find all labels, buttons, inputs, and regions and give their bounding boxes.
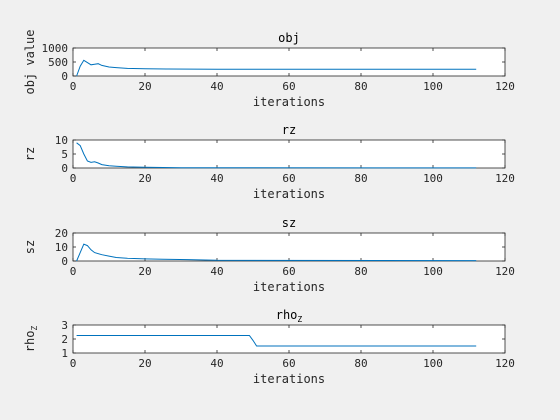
x-tick-label: 120 (495, 265, 515, 278)
x-tick-label: 0 (70, 265, 77, 278)
x-tick-label: 40 (210, 80, 223, 93)
y-tick-label: 10 (55, 134, 68, 147)
chart-title: obj (278, 31, 300, 45)
plot-area (72, 232, 506, 262)
plot-area (72, 47, 506, 77)
x-tick-label: 60 (282, 357, 295, 370)
y-tick-label: 500 (48, 56, 68, 69)
series-line (76, 335, 477, 347)
y-tick-label: 0 (61, 162, 68, 175)
y-tick-label: 3 (61, 319, 68, 332)
x-tick-label: 80 (354, 357, 367, 370)
x-tick-label: 20 (138, 172, 151, 185)
x-axis-label: iterations (253, 95, 325, 109)
x-tick-label: 120 (495, 357, 515, 370)
x-tick-label: 100 (423, 172, 443, 185)
x-tick-label: 40 (210, 172, 223, 185)
x-tick-label: 80 (354, 265, 367, 278)
x-tick-label: 100 (423, 357, 443, 370)
chart-title: rz (282, 123, 296, 137)
y-tick-label: 0 (61, 255, 68, 268)
y-tick-label: 1000 (42, 42, 69, 55)
plot-area (72, 139, 506, 169)
x-tick-label: 60 (282, 265, 295, 278)
y-axis-label: rz (23, 147, 37, 161)
chart-title: rhoZ (276, 308, 303, 324)
x-tick-label: 20 (138, 357, 151, 370)
x-tick-label: 40 (210, 265, 223, 278)
x-tick-label: 40 (210, 357, 223, 370)
y-tick-label: 10 (55, 241, 68, 254)
plot-area (72, 324, 506, 354)
x-tick-label: 120 (495, 80, 515, 93)
x-tick-label: 100 (423, 265, 443, 278)
x-axis-label: iterations (253, 372, 325, 386)
series-line (76, 243, 477, 262)
series-line (76, 59, 477, 77)
x-tick-label: 0 (70, 80, 77, 93)
y-tick-label: 1 (61, 347, 68, 360)
y-tick-label: 20 (55, 227, 68, 240)
y-axis-label: obj value (23, 29, 37, 94)
y-tick-label: 2 (61, 333, 68, 346)
x-tick-label: 60 (282, 172, 295, 185)
x-tick-label: 60 (282, 80, 295, 93)
series-line (76, 142, 477, 169)
x-axis-label: iterations (253, 187, 325, 201)
x-tick-label: 20 (138, 265, 151, 278)
x-tick-label: 100 (423, 80, 443, 93)
y-axis-label: rhoZ (23, 326, 39, 353)
x-tick-label: 0 (70, 357, 77, 370)
chart-title: sz (282, 216, 296, 230)
x-axis-label: iterations (253, 280, 325, 294)
x-tick-label: 120 (495, 172, 515, 185)
x-tick-label: 20 (138, 80, 151, 93)
y-tick-label: 5 (61, 148, 68, 161)
y-axis-label: sz (23, 240, 37, 254)
x-tick-label: 0 (70, 172, 77, 185)
x-tick-label: 80 (354, 80, 367, 93)
x-tick-label: 80 (354, 172, 367, 185)
y-tick-label: 0 (61, 70, 68, 83)
